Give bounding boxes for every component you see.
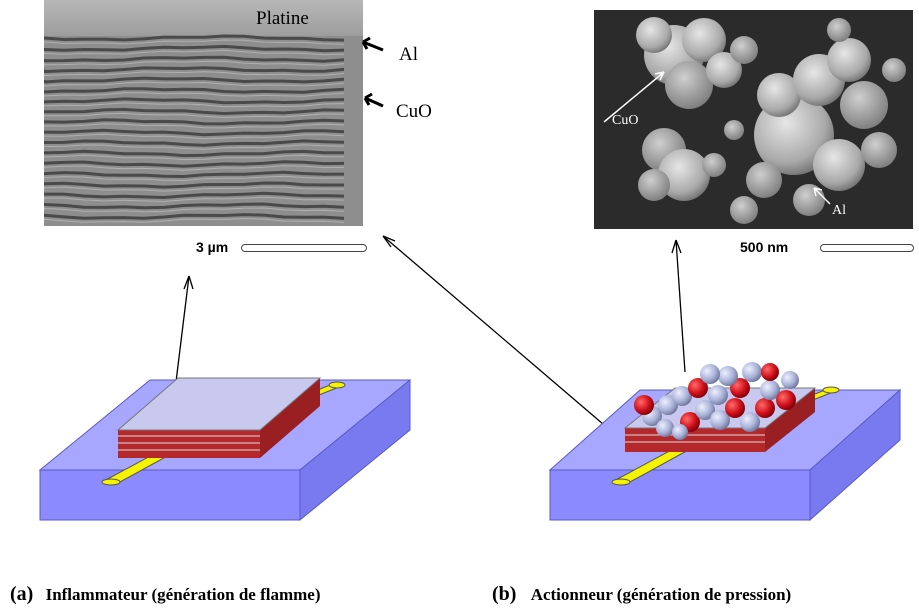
cuo-layer-highlight: [43, 39, 345, 45]
al-layer-stripe: [42, 202, 345, 210]
substrate-front: [549, 469, 811, 521]
sem-cuo-label: CuO: [396, 101, 432, 122]
cuo-layer-highlight: [43, 207, 345, 213]
scale-bar-right: [820, 244, 914, 252]
sem-al-label: Al: [399, 44, 418, 65]
cuo-layer-highlight: [43, 60, 345, 66]
multilayer-stack: [116, 377, 322, 458]
cuo-layer-highlight: [43, 154, 345, 161]
cuo-layer-highlight: [43, 49, 345, 56]
cuo-layer-highlight: [43, 81, 345, 87]
caption-b-tag: (b): [492, 583, 517, 605]
cuo-layer-highlight: [43, 175, 345, 182]
al-layer-stripe: [42, 128, 345, 137]
scale-label-right: 500 nm: [740, 239, 789, 255]
scale-bar-left: [241, 244, 367, 252]
nanoparticle-cluster: [634, 362, 799, 440]
cuo-layer-highlight: [43, 196, 345, 203]
al-layer-stripe: [42, 181, 344, 189]
cuo-layer-highlight: [43, 112, 345, 119]
caption-b-text: Actionneur (génération de pression): [530, 585, 792, 604]
substrate-front: [39, 469, 301, 521]
device-inflammateur: [38, 377, 412, 522]
sem-layer-arrows: [361, 36, 384, 108]
sem-multilayer-image: [42, 0, 363, 226]
al-layer-stripe: [42, 170, 345, 179]
cuo-layer-highlight: [43, 144, 345, 150]
al-layer-stripe: [42, 191, 345, 200]
al-layer-stripe: [42, 160, 345, 168]
substrate-side: [809, 388, 901, 522]
caption-a-tag: (a): [10, 583, 34, 605]
al-layer-stripe: [42, 139, 345, 147]
sem-multilayer-graphic: [42, 0, 363, 226]
cuo-layer-highlight: [43, 218, 345, 223]
al-layer-stripe: [43, 34, 345, 42]
cuo-layer-highlight: [43, 102, 345, 108]
scale-label-left: 3 µm: [196, 239, 229, 255]
al-layer-stripe: [42, 66, 345, 74]
substrate-side: [299, 378, 411, 522]
al-layer-stripe: [42, 213, 345, 220]
sem-nanoparticles-graphic: [594, 10, 913, 229]
cuo-layer-highlight: [43, 71, 345, 77]
caption-b: (b) Actionneur (génération de pression): [492, 583, 791, 606]
al-layer-stripe: [42, 87, 345, 94]
cuo-layer-highlight: [43, 92, 345, 97]
cuo-layer-highlight: [43, 123, 345, 129]
sem-al-particle-label: Al: [832, 203, 846, 218]
cuo-layer-highlight: [43, 133, 345, 140]
caption-a-text: Inflammateur (génération de flamme): [45, 585, 321, 604]
sem-cuo-particle-label: CuO: [612, 113, 639, 128]
al-layer-stripe: [42, 118, 345, 126]
al-layer-stripe: [42, 97, 345, 105]
sem-platine-label: Platine: [256, 8, 309, 29]
al-layer-stripe: [42, 149, 345, 158]
cuo-layer-highlight: [43, 165, 345, 171]
caption-a: (a) Inflammateur (génération de flamme): [10, 583, 321, 606]
al-layer-stripe: [42, 44, 345, 53]
sem-nanoparticles-image: [594, 10, 913, 229]
al-layer-stripe: [42, 76, 345, 84]
al-layer-stripe: [42, 107, 345, 116]
cuo-layer-highlight: [43, 186, 344, 192]
al-layer-stripe: [42, 55, 345, 63]
device-actionneur: [548, 362, 902, 522]
